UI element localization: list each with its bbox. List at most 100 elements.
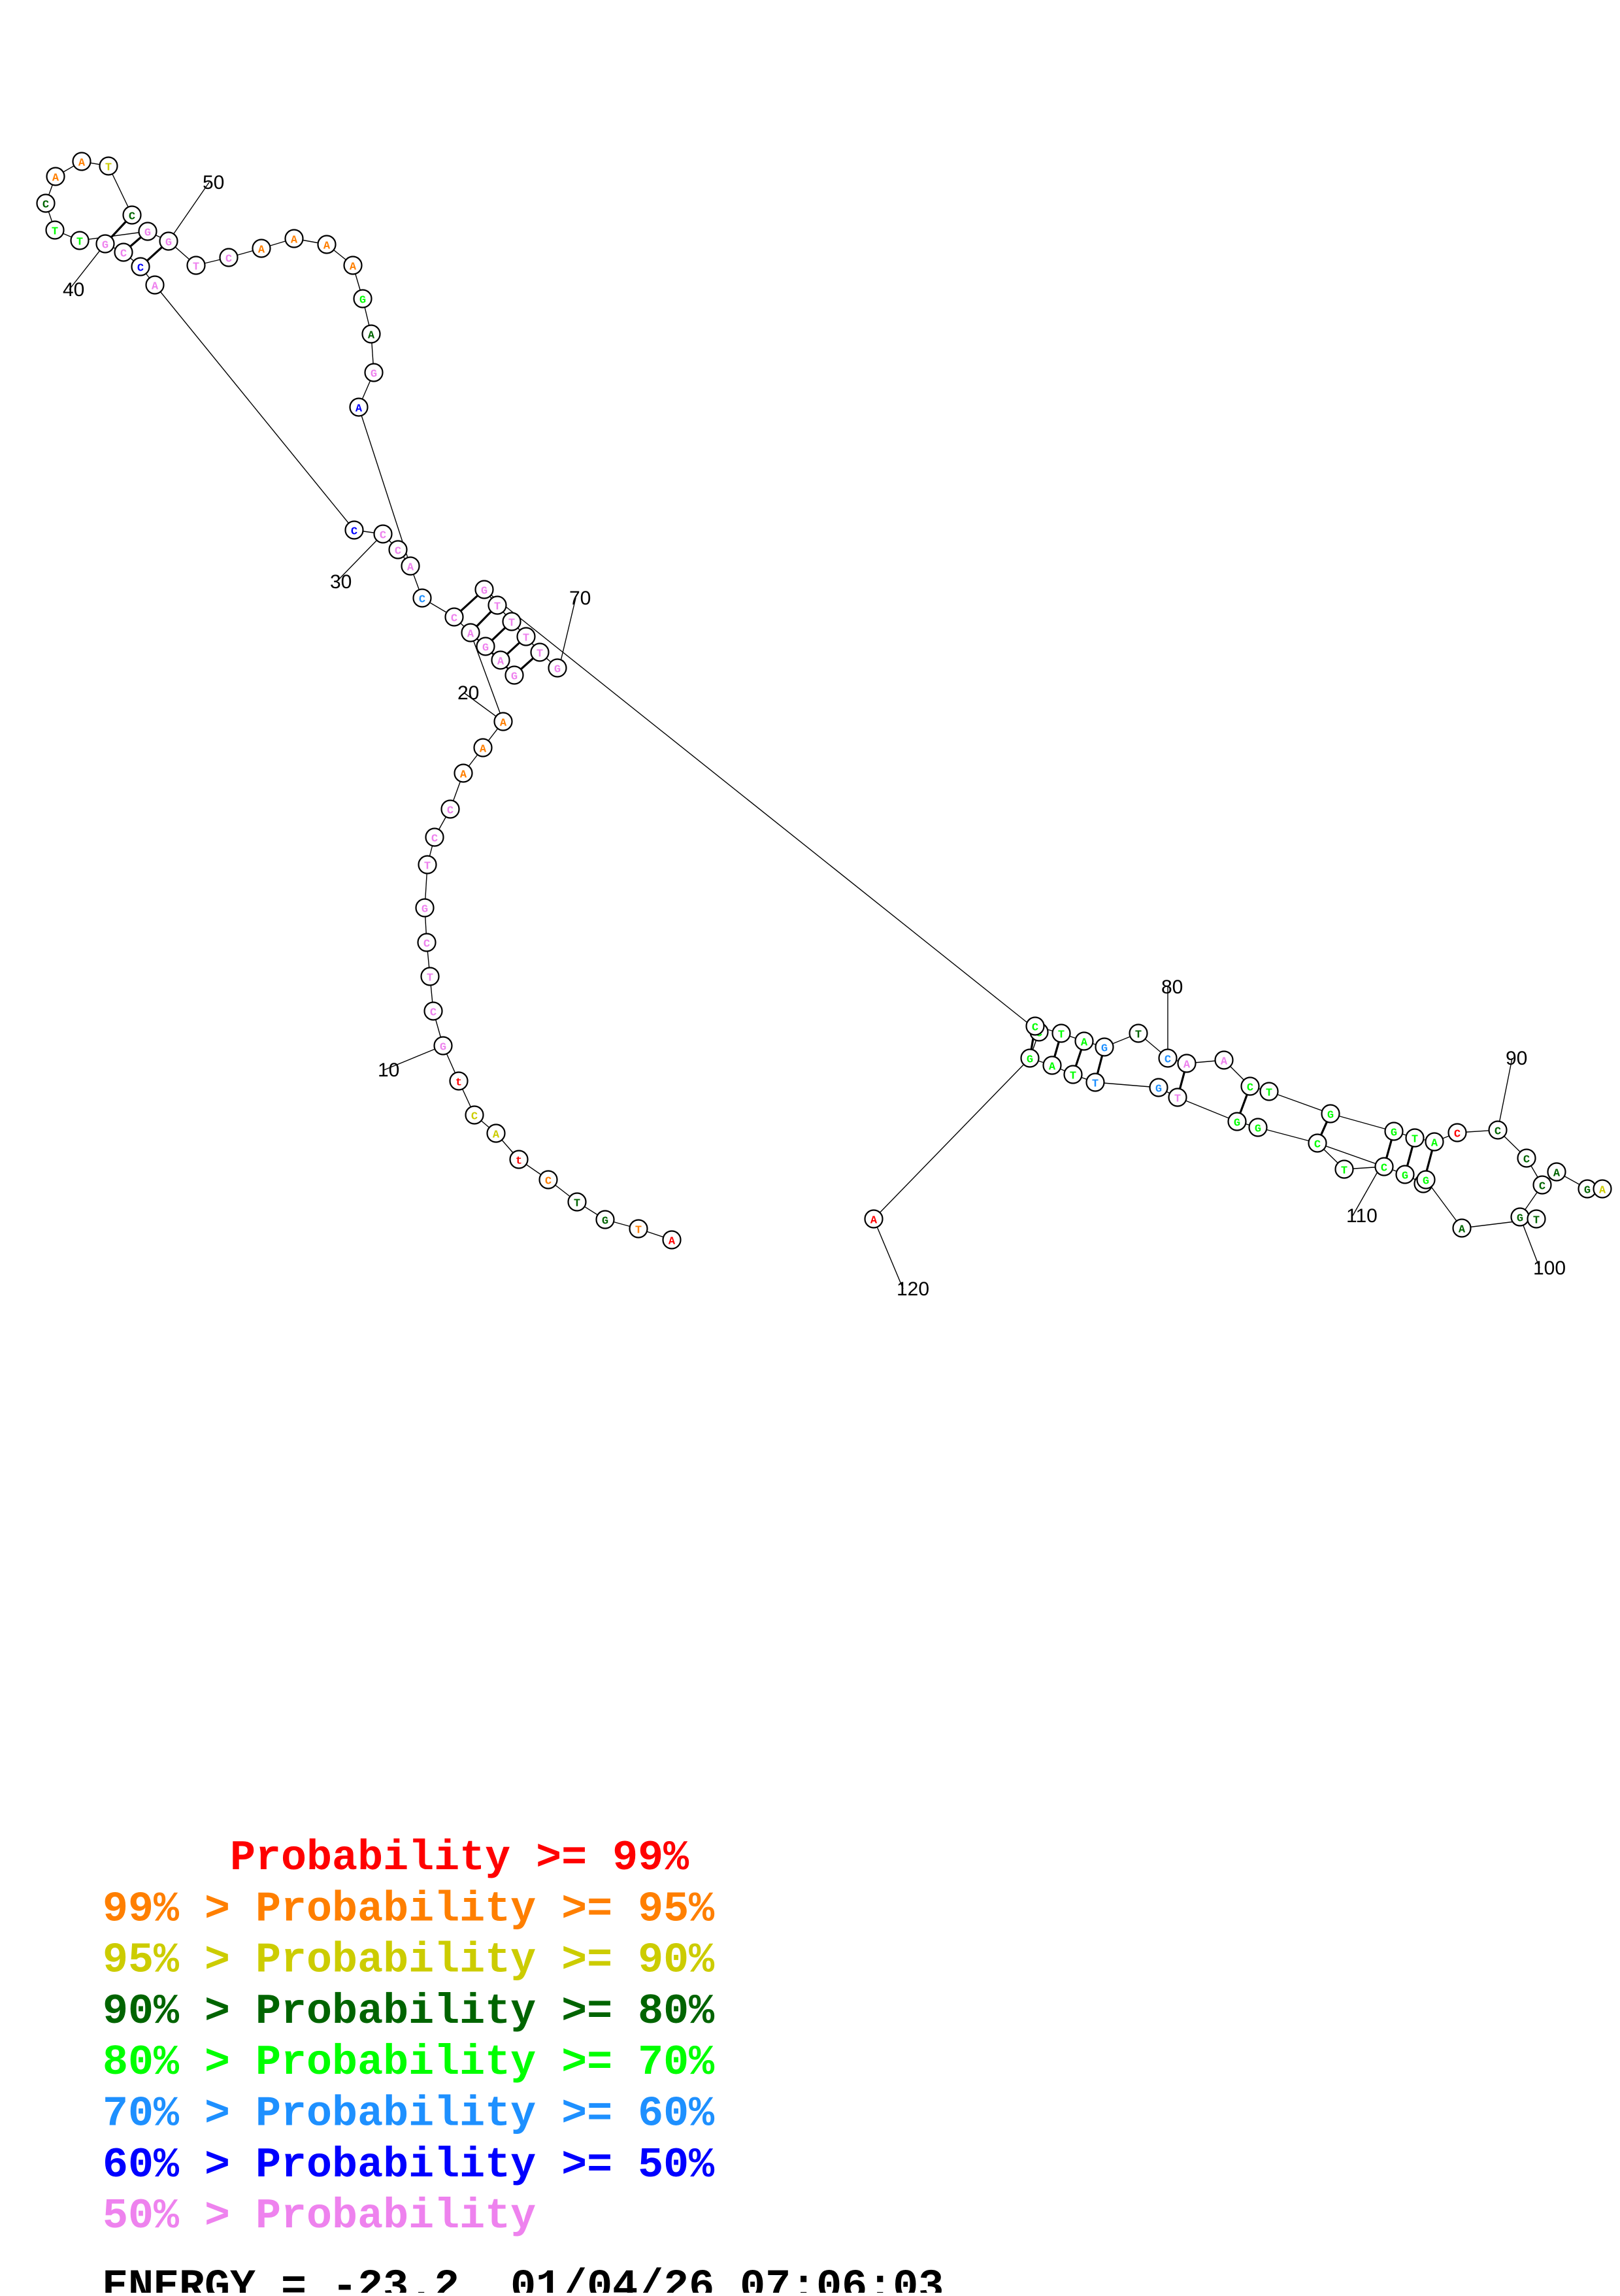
svg-text:C: C bbox=[380, 530, 386, 542]
svg-text:A: A bbox=[493, 1129, 500, 1142]
svg-text:G: G bbox=[359, 295, 366, 307]
svg-text:G: G bbox=[144, 227, 151, 240]
svg-text:T: T bbox=[494, 601, 501, 614]
svg-text:G: G bbox=[1234, 1118, 1240, 1130]
svg-text:C: C bbox=[1539, 1181, 1546, 1193]
svg-text:C: C bbox=[545, 1176, 552, 1188]
svg-text:t: t bbox=[516, 1156, 522, 1168]
svg-text:T: T bbox=[1070, 1071, 1076, 1083]
svg-text:A: A bbox=[1599, 1185, 1606, 1197]
svg-text:A: A bbox=[152, 281, 159, 293]
svg-text:C: C bbox=[419, 594, 425, 607]
svg-text:G: G bbox=[481, 586, 488, 598]
svg-text:C: C bbox=[395, 546, 401, 558]
svg-text:C: C bbox=[447, 805, 454, 818]
svg-text:95% > Probability >= 90%: 95% > Probability >= 90% bbox=[103, 1937, 715, 1985]
svg-text:30: 30 bbox=[330, 571, 352, 593]
svg-text:A: A bbox=[467, 629, 474, 641]
svg-text:C: C bbox=[430, 1007, 437, 1020]
svg-text:A: A bbox=[407, 562, 414, 574]
svg-text:A: A bbox=[258, 244, 265, 257]
svg-text:C: C bbox=[1165, 1054, 1171, 1067]
svg-text:C: C bbox=[451, 613, 457, 625]
svg-text:A: A bbox=[368, 330, 375, 342]
svg-text:ENERGY = -23.2 01/04/26 07:06: ENERGY = -23.2 01/04/26 07:06:03 bbox=[103, 2263, 944, 2293]
svg-text:A: A bbox=[52, 173, 59, 185]
svg-text:A: A bbox=[291, 235, 298, 247]
svg-text:C: C bbox=[1247, 1082, 1253, 1095]
svg-text:100: 100 bbox=[1533, 1257, 1566, 1279]
svg-text:C: C bbox=[351, 526, 357, 539]
svg-text:80% > Probability >= 70%: 80% > Probability >= 70% bbox=[103, 2038, 715, 2087]
svg-text:T: T bbox=[1135, 1029, 1142, 1042]
svg-text:G: G bbox=[1517, 1213, 1523, 1225]
svg-text:C: C bbox=[1523, 1154, 1530, 1167]
svg-text:G: G bbox=[1027, 1054, 1033, 1067]
svg-text:A: A bbox=[355, 403, 363, 416]
svg-text:A: A bbox=[1221, 1056, 1228, 1069]
svg-text:C: C bbox=[423, 939, 430, 951]
svg-text:90% > Probability >= 80%: 90% > Probability >= 80% bbox=[103, 1988, 715, 2036]
svg-text:t: t bbox=[455, 1077, 462, 1090]
svg-text:G: G bbox=[1423, 1176, 1429, 1188]
svg-text:T: T bbox=[1174, 1093, 1181, 1106]
svg-text:90: 90 bbox=[1506, 1048, 1527, 1069]
svg-text:C: C bbox=[120, 248, 127, 261]
svg-text:A: A bbox=[669, 1236, 676, 1248]
svg-text:20: 20 bbox=[457, 682, 479, 704]
svg-text:50% > Probability: 50% > Probability bbox=[103, 2192, 536, 2240]
svg-text:G: G bbox=[371, 369, 377, 381]
svg-text:A: A bbox=[1081, 1037, 1088, 1050]
svg-text:G: G bbox=[422, 904, 428, 916]
svg-text:40: 40 bbox=[63, 279, 84, 301]
svg-text:T: T bbox=[1533, 1215, 1540, 1227]
svg-text:C: C bbox=[225, 254, 232, 266]
svg-text:110: 110 bbox=[1346, 1205, 1378, 1227]
svg-text:G: G bbox=[511, 671, 518, 684]
svg-text:G: G bbox=[165, 237, 172, 250]
svg-text:G: G bbox=[1584, 1185, 1591, 1197]
svg-text:G: G bbox=[482, 642, 489, 655]
svg-text:Probability >= 99%: Probability >= 99% bbox=[103, 1834, 689, 1882]
svg-text:A: A bbox=[1183, 1059, 1191, 1072]
svg-text:A: A bbox=[460, 769, 467, 782]
svg-text:T: T bbox=[1266, 1088, 1272, 1100]
svg-text:G: G bbox=[554, 664, 561, 676]
svg-text:A: A bbox=[480, 744, 487, 756]
svg-text:T: T bbox=[193, 261, 199, 274]
svg-text:A: A bbox=[1049, 1061, 1056, 1074]
svg-text:C: C bbox=[1495, 1126, 1501, 1139]
svg-text:G: G bbox=[1101, 1043, 1108, 1056]
svg-text:60% > Probability >= 50%: 60% > Probability >= 50% bbox=[103, 2141, 715, 2189]
svg-text:C: C bbox=[129, 211, 135, 224]
svg-text:G: G bbox=[440, 1042, 446, 1054]
svg-text:C: C bbox=[471, 1111, 478, 1123]
svg-text:70: 70 bbox=[569, 588, 591, 609]
svg-text:T: T bbox=[574, 1198, 580, 1210]
svg-text:C: C bbox=[431, 833, 438, 846]
svg-text:G: G bbox=[602, 1216, 608, 1228]
svg-text:T: T bbox=[105, 162, 112, 175]
svg-text:70% > Probability >= 60%: 70% > Probability >= 60% bbox=[103, 2090, 715, 2138]
svg-text:G: G bbox=[1255, 1123, 1261, 1136]
svg-text:50: 50 bbox=[203, 172, 224, 193]
svg-text:A: A bbox=[1431, 1138, 1438, 1150]
svg-text:G: G bbox=[1155, 1084, 1162, 1096]
svg-text:G: G bbox=[1402, 1171, 1408, 1183]
svg-text:T: T bbox=[635, 1225, 642, 1237]
svg-text:T: T bbox=[1341, 1165, 1347, 1178]
svg-text:T: T bbox=[1058, 1029, 1065, 1042]
svg-text:A: A bbox=[497, 656, 504, 669]
svg-text:T: T bbox=[76, 237, 83, 249]
svg-text:T: T bbox=[508, 618, 515, 630]
svg-text:80: 80 bbox=[1161, 976, 1183, 998]
svg-text:120: 120 bbox=[897, 1278, 929, 1300]
svg-text:A: A bbox=[323, 241, 331, 253]
svg-text:99% > Probability >= 95%: 99% > Probability >= 95% bbox=[103, 1885, 715, 1933]
svg-text:A: A bbox=[1459, 1224, 1466, 1237]
svg-text:T: T bbox=[523, 633, 529, 645]
svg-text:T: T bbox=[52, 226, 58, 239]
svg-text:A: A bbox=[870, 1215, 878, 1227]
svg-text:T: T bbox=[1092, 1078, 1099, 1091]
svg-text:A: A bbox=[78, 158, 86, 170]
